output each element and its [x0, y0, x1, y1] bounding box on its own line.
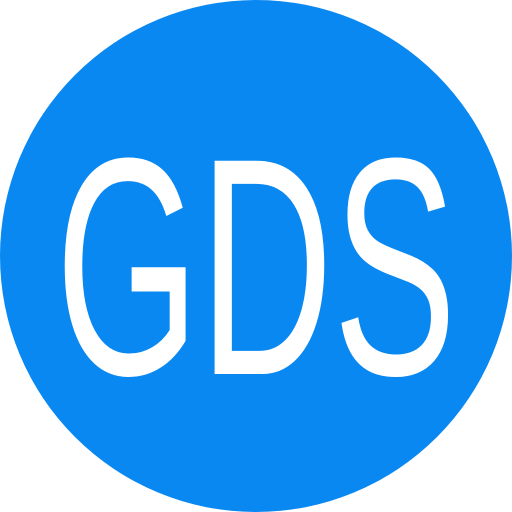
- logo-letters: GDS: [55, 94, 456, 441]
